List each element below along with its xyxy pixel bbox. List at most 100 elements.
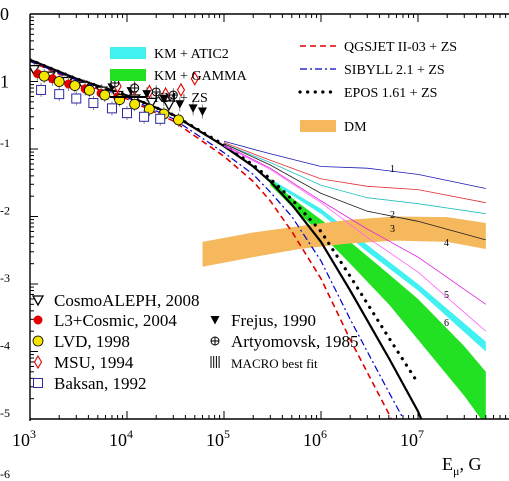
series-line-5: [223, 142, 486, 204]
curve-label-2: 3: [390, 224, 395, 235]
legend-marker-label: MSU, 1994: [54, 353, 134, 372]
data-point-2-6: [129, 98, 141, 110]
legend-label: EPOS 1.61 + ZS: [344, 86, 437, 101]
y-tick-label-3: -2: [0, 204, 10, 218]
legend-marker-label: CosmoALEPH, 2008: [54, 291, 199, 310]
legend-marker: [33, 354, 43, 370]
x-axis-label-main: E: [442, 454, 453, 474]
legend-marker: [210, 356, 220, 368]
curve-label-5: 6: [444, 318, 449, 329]
points-layer: [30, 62, 207, 127]
legend-label: SIBYLL 2.1 + ZS: [344, 63, 445, 78]
legend-item-0: KM + ATIC2: [110, 47, 229, 62]
y-tick-label-0: 0: [0, 4, 9, 24]
legend-marker: [33, 378, 43, 388]
curves-layer: [30, 58, 487, 419]
legend-label: KM + ATIC2: [154, 47, 229, 62]
legend-item-6: DM: [300, 120, 367, 135]
data-point-4-6: [139, 111, 150, 122]
series-line-4: [223, 140, 486, 189]
curve-label-4: 5: [444, 290, 449, 301]
legend-marker-item-2: LVD, 1998: [32, 332, 130, 351]
data-point-2-4: [99, 89, 111, 101]
data-point-4-1: [54, 89, 65, 100]
legend-swatch: [300, 120, 336, 132]
x-axis-label-tail: , G: [459, 454, 481, 474]
tick-labels: 103 104 105 106 107 0 1 -1 -2 -3 -4 -5 -6: [0, 4, 424, 481]
legend-marker-item-5: Frejus, 1990: [210, 311, 316, 330]
data-point-4-0: [36, 84, 47, 95]
data-point-5-4: [175, 100, 185, 109]
data-point-6-2: [151, 87, 161, 97]
legend-marker-label: Baksan, 1992: [54, 374, 147, 393]
legend-label: DM: [344, 120, 367, 135]
legend-marker: [31, 295, 45, 307]
data-point-5-3: [159, 95, 169, 104]
legend-marker: [210, 336, 220, 346]
legend-item-1: KM + GAMMA: [110, 69, 248, 84]
legend-item-3: QGSJET II-03 + ZS: [300, 40, 457, 55]
data-point-2-7: [143, 103, 155, 115]
legend-item-4: SIBYLL 2.1 + ZS: [300, 63, 445, 78]
x-tick-label-4: 107: [400, 427, 424, 450]
legend-marker: [32, 335, 44, 347]
data-point-4-5: [122, 108, 132, 119]
data-point-2-1: [53, 76, 65, 87]
legend-marker: [210, 316, 220, 325]
legend-marker-item-1: L3+Cosmic, 2004: [33, 311, 177, 330]
legend-label: KM + GAMMA: [154, 69, 248, 84]
data-point-2-9: [173, 114, 184, 126]
axes-layer: [29, 13, 509, 421]
data-point-0-8: [162, 100, 175, 112]
x-tick-label-1: 104: [109, 427, 133, 450]
data-point-5-2: [142, 90, 152, 99]
data-point-6-3: [168, 90, 178, 100]
legend-item-2: KM + ZS: [110, 91, 208, 106]
legend: KM + ATIC2 KM + GAMMA KM + ZS QGSJET II-03 …: [31, 40, 457, 393]
x-tick-label-2: 105: [206, 427, 230, 450]
legend-marker: [33, 315, 43, 325]
legend-item-5: EPOS 1.61 + ZS: [298, 86, 437, 101]
data-point-4-7: [155, 113, 166, 124]
y-tick-label-4: -3: [0, 271, 10, 285]
data-point-5-5: [188, 104, 198, 113]
x-axis-label: Eμ, G: [442, 454, 481, 478]
legend-marker-item-6: Artyomovsk, 1985: [210, 332, 359, 351]
y-tick-label-2: -1: [0, 136, 10, 150]
data-point-4-3: [88, 98, 99, 109]
curve-label-3: 4: [444, 238, 449, 249]
data-point-2-2: [69, 80, 81, 91]
data-point-4-4: [106, 103, 117, 114]
curve-label-1: 2: [390, 210, 395, 221]
series-line-8: [223, 144, 487, 305]
curve-label-0: 1: [390, 164, 395, 175]
data-point-3-4: [176, 82, 186, 98]
data-point-3-5: [190, 71, 199, 86]
legend-marker-item-7: MACRO best fit: [210, 356, 318, 371]
x-axis-label-sub: μ: [453, 464, 459, 478]
x-tick-label-3: 106: [303, 427, 327, 450]
curve-number-labels: 1 2 3 4 5 6: [390, 164, 449, 329]
y-tick-label-1: 1: [0, 72, 9, 92]
band-2: [202, 216, 486, 267]
legend-label: KM + ZS: [154, 91, 208, 106]
legend-marker-item-3: MSU, 1994: [33, 353, 134, 372]
data-point-2-3: [84, 84, 95, 96]
series-line-9: [223, 145, 487, 332]
data-point-5-6: [197, 107, 207, 116]
y-tick-label-7: -6: [0, 467, 10, 481]
data-point-6-1: [130, 83, 140, 93]
series-line-6: [223, 143, 486, 215]
legend-marker-label: Frejus, 1990: [231, 311, 316, 330]
legend-marker-label: LVD, 1998: [54, 332, 130, 351]
band-1: [270, 178, 486, 419]
y-tick-label-5: -4: [0, 339, 10, 353]
legend-marker-item-0: CosmoALEPH, 2008: [31, 291, 199, 310]
data-point-4-2: [71, 93, 82, 104]
legend-marker-label: L3+Cosmic, 2004: [54, 311, 177, 330]
bands-layer: [202, 178, 486, 419]
y-tick-label-6: -5: [0, 406, 10, 420]
data-point-2-0: [38, 70, 50, 82]
legend-swatch: [110, 47, 146, 59]
